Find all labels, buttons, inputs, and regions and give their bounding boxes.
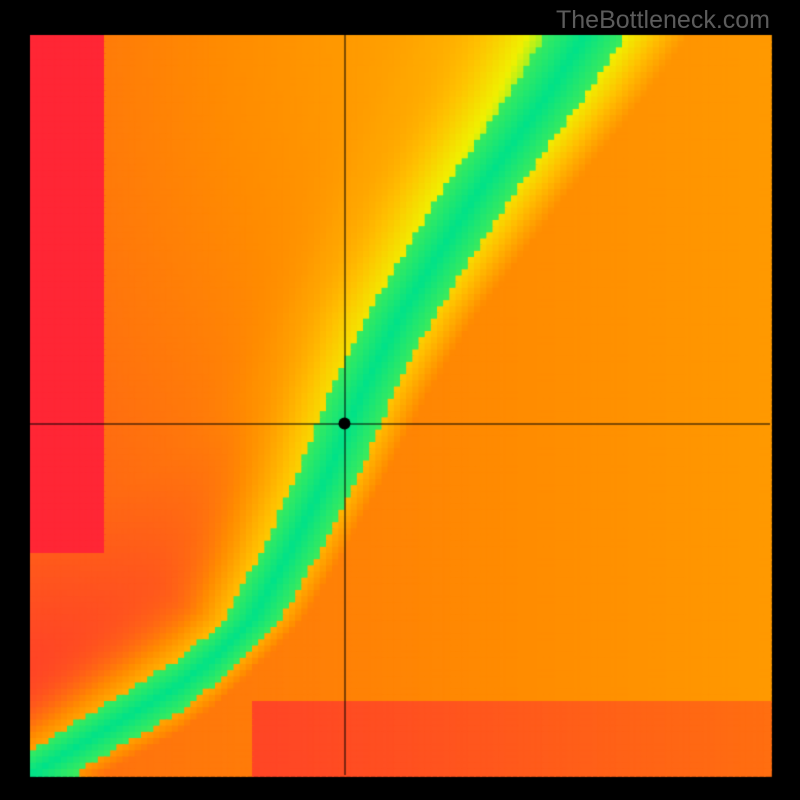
watermark-label: TheBottleneck.com: [556, 6, 770, 35]
heatmap-canvas: [0, 0, 800, 800]
chart-container: TheBottleneck.com: [0, 0, 800, 800]
